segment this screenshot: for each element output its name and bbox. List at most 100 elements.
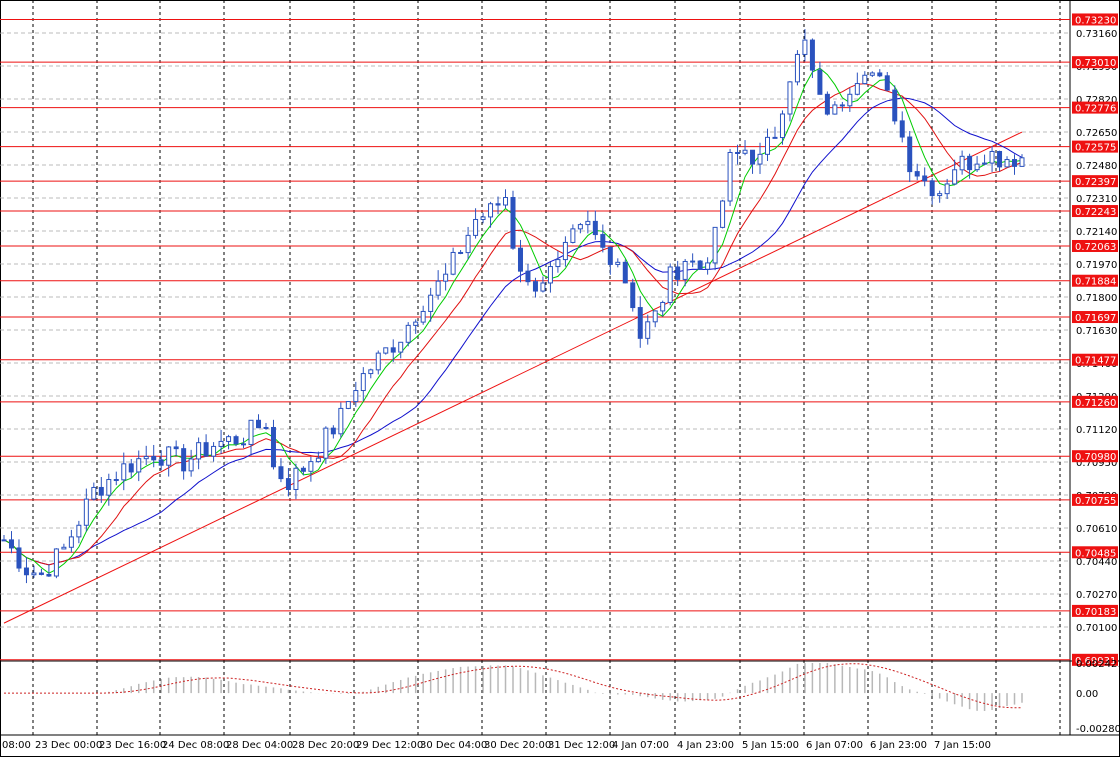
candle-body [16, 547, 22, 569]
level-label: 0.70755 [1075, 496, 1116, 507]
time-label: 30 Dec 04:00 [420, 740, 487, 751]
candle-body [315, 457, 321, 463]
level-label-box [1072, 546, 1118, 559]
time-label: 08:00 [2, 740, 31, 751]
level-label: 0.70980 [1075, 452, 1116, 463]
candle-body [592, 220, 598, 236]
candle-body [637, 307, 643, 339]
candle-body [585, 220, 591, 226]
time-label: 28 Dec 04:00 [226, 740, 293, 751]
level-label-box [1072, 239, 1118, 252]
candle-body [488, 203, 494, 218]
candle-body [727, 151, 733, 202]
candle-body [256, 419, 261, 429]
candle-body [622, 261, 628, 284]
candle-body [615, 261, 621, 265]
price-tick-label: 0.71120 [1076, 425, 1117, 436]
candle-body [922, 175, 928, 182]
candle-body [929, 180, 935, 197]
candle-body [772, 136, 778, 139]
time-label: 30 Dec 20:00 [484, 740, 551, 751]
candle-body [360, 373, 366, 392]
level-label-box [1072, 205, 1118, 218]
candle-body [106, 479, 112, 496]
level-label-box [1072, 101, 1118, 114]
candle-body [405, 324, 411, 343]
candle-body [697, 260, 703, 270]
candle-body [660, 301, 666, 312]
candle-body [300, 467, 306, 472]
level-label: 0.71884 [1075, 277, 1116, 288]
price-tick-label: 0.72310 [1076, 194, 1117, 205]
candle-body [8, 539, 14, 549]
candle-body [532, 281, 538, 292]
candle-body [263, 426, 269, 429]
candle-body [959, 155, 965, 171]
candle-body [91, 486, 97, 500]
candle-body [547, 266, 553, 284]
candle-body [143, 455, 149, 460]
candle-body [38, 572, 44, 575]
candle-body [83, 498, 89, 526]
candle-body [443, 273, 449, 282]
candle-body [667, 266, 673, 303]
trendline [3, 131, 1023, 624]
candle-body [398, 341, 404, 353]
candle-body [428, 294, 434, 312]
price-tick-label: 0.72820 [1076, 95, 1117, 106]
candle-body [113, 479, 119, 482]
level-label: 0.69931 [1075, 656, 1116, 667]
candle-body [345, 401, 351, 409]
candle-body [420, 310, 426, 323]
price-tick-label: 0.72480 [1076, 161, 1117, 172]
candle-body [779, 113, 785, 139]
candle-body [937, 193, 943, 197]
candle-body [353, 390, 359, 403]
candle-body [802, 39, 808, 55]
level-label: 0.71697 [1075, 313, 1116, 324]
level-label: 0.70183 [1075, 607, 1116, 618]
candle-body [705, 262, 711, 270]
level-label: 0.71477 [1075, 356, 1116, 367]
candle-body [435, 280, 441, 296]
candle-body [967, 155, 973, 171]
candle-body [151, 455, 157, 461]
candle-body [98, 486, 104, 496]
candle-body [914, 171, 920, 177]
candle-body [824, 93, 830, 115]
candle-body [121, 463, 127, 481]
level-label-box [1072, 56, 1118, 69]
candle-body [562, 241, 568, 261]
candle-body [375, 352, 381, 371]
candle-body [817, 69, 823, 95]
candle-body [480, 216, 486, 220]
candle-body [473, 218, 479, 236]
price-tick-label: 0.71800 [1076, 293, 1117, 304]
candle-body [166, 446, 172, 466]
candle-body [68, 536, 74, 548]
time-label: 6 Jan 07:00 [806, 740, 863, 751]
candle-body [390, 347, 396, 353]
candle-body [270, 426, 276, 468]
time-label: 31 Dec 12:00 [548, 740, 615, 751]
candle-body [510, 197, 516, 249]
candle-body [862, 74, 868, 85]
candle-body [188, 458, 194, 472]
candle-body [877, 72, 883, 77]
candle-body [884, 75, 890, 91]
price-tick-label: 0.70270 [1076, 590, 1117, 601]
time-label: 5 Jan 15:00 [742, 740, 799, 751]
price-tick-label: 0.73160 [1076, 29, 1117, 40]
candle-body [787, 81, 793, 115]
time-label: 7 Jan 15:00 [934, 740, 991, 751]
candle-body [540, 282, 546, 292]
candle-body [31, 572, 37, 576]
level-label: 0.73230 [1075, 15, 1116, 26]
level-label-box [1072, 604, 1118, 617]
candle-body [600, 234, 606, 248]
candle-body [368, 369, 374, 375]
candle-body [1012, 159, 1018, 167]
level-label: 0.72243 [1075, 207, 1116, 218]
candle-body [278, 466, 284, 480]
